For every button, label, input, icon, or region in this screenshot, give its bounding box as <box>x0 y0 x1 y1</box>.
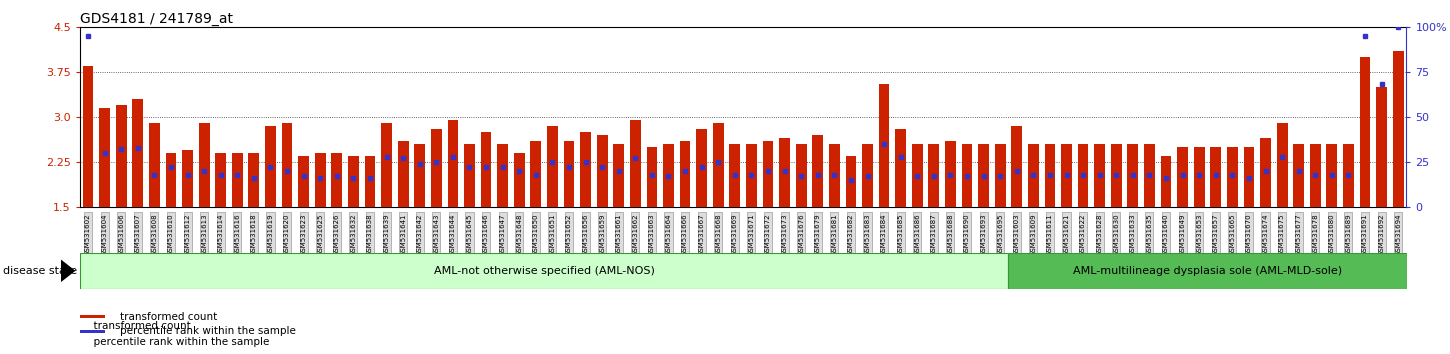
Bar <box>513 153 525 207</box>
Bar <box>1360 57 1370 207</box>
Bar <box>183 150 193 207</box>
Bar <box>348 156 358 207</box>
Bar <box>364 156 376 207</box>
Bar <box>1160 156 1172 207</box>
Bar <box>747 144 757 207</box>
Bar <box>812 135 824 207</box>
Bar <box>448 120 458 207</box>
Bar <box>1012 126 1022 207</box>
Bar <box>80 253 1009 289</box>
Bar <box>232 153 242 207</box>
Bar <box>879 84 889 207</box>
Bar <box>1111 144 1122 207</box>
Bar <box>481 132 492 207</box>
Bar <box>149 123 160 207</box>
Text: GDS4181 / 241789_at: GDS4181 / 241789_at <box>80 12 233 25</box>
Bar <box>281 123 293 207</box>
Bar <box>912 144 922 207</box>
Bar <box>779 138 790 207</box>
Bar <box>995 144 1005 207</box>
Bar <box>961 144 973 207</box>
Bar <box>531 141 541 207</box>
Bar <box>1061 144 1072 207</box>
Bar <box>979 144 989 207</box>
Bar <box>497 144 507 207</box>
Text: percentile rank within the sample: percentile rank within the sample <box>87 337 270 347</box>
Bar <box>83 66 93 207</box>
Bar <box>713 123 724 207</box>
Bar <box>945 141 956 207</box>
Bar <box>1009 253 1406 289</box>
Bar <box>580 132 592 207</box>
Bar <box>1144 144 1154 207</box>
Bar <box>928 144 940 207</box>
Bar <box>216 153 226 207</box>
Bar <box>99 108 110 207</box>
Bar <box>248 153 260 207</box>
Bar <box>1044 144 1056 207</box>
Bar <box>729 144 740 207</box>
Bar <box>116 105 126 207</box>
Text: disease state: disease state <box>3 266 77 276</box>
Bar <box>1376 87 1388 207</box>
Bar <box>1227 147 1238 207</box>
Bar <box>381 123 392 207</box>
Bar <box>763 141 773 207</box>
Bar <box>547 126 558 207</box>
Bar <box>1277 123 1288 207</box>
Bar <box>696 129 708 207</box>
Bar <box>132 99 144 207</box>
Bar <box>265 126 276 207</box>
Bar <box>895 129 906 207</box>
Bar <box>1095 144 1105 207</box>
Bar <box>80 315 104 318</box>
Bar <box>663 144 674 207</box>
Bar <box>680 141 690 207</box>
Text: percentile rank within the sample: percentile rank within the sample <box>119 326 296 336</box>
Bar <box>1293 144 1304 207</box>
Bar <box>629 120 641 207</box>
Bar <box>1244 147 1254 207</box>
Bar <box>597 135 608 207</box>
Bar <box>315 153 326 207</box>
Bar <box>1260 138 1270 207</box>
Bar <box>1193 147 1205 207</box>
Bar <box>1028 144 1038 207</box>
Bar <box>332 153 342 207</box>
Bar <box>464 144 474 207</box>
Polygon shape <box>61 259 75 282</box>
Bar <box>80 330 104 333</box>
Bar <box>1309 144 1321 207</box>
Bar <box>165 153 177 207</box>
Text: transformed count: transformed count <box>119 312 218 321</box>
Bar <box>796 144 806 207</box>
Bar <box>1327 144 1337 207</box>
Text: AML-not otherwise specified (AML-NOS): AML-not otherwise specified (AML-NOS) <box>434 266 654 276</box>
Text: transformed count: transformed count <box>87 321 191 331</box>
Bar <box>1128 144 1138 207</box>
Bar <box>397 141 409 207</box>
Bar <box>564 141 574 207</box>
Bar <box>613 144 624 207</box>
Bar <box>431 129 442 207</box>
Bar <box>845 156 857 207</box>
Bar <box>1393 51 1404 207</box>
Bar <box>1343 144 1354 207</box>
Bar <box>1177 147 1188 207</box>
Bar <box>863 144 873 207</box>
Bar <box>299 156 309 207</box>
Bar <box>1077 144 1089 207</box>
Bar <box>647 147 657 207</box>
Bar <box>829 144 840 207</box>
Bar <box>1211 147 1221 207</box>
Bar <box>415 144 425 207</box>
Bar <box>199 123 209 207</box>
Text: AML-multilineage dysplasia sole (AML-MLD-sole): AML-multilineage dysplasia sole (AML-MLD… <box>1073 266 1343 276</box>
